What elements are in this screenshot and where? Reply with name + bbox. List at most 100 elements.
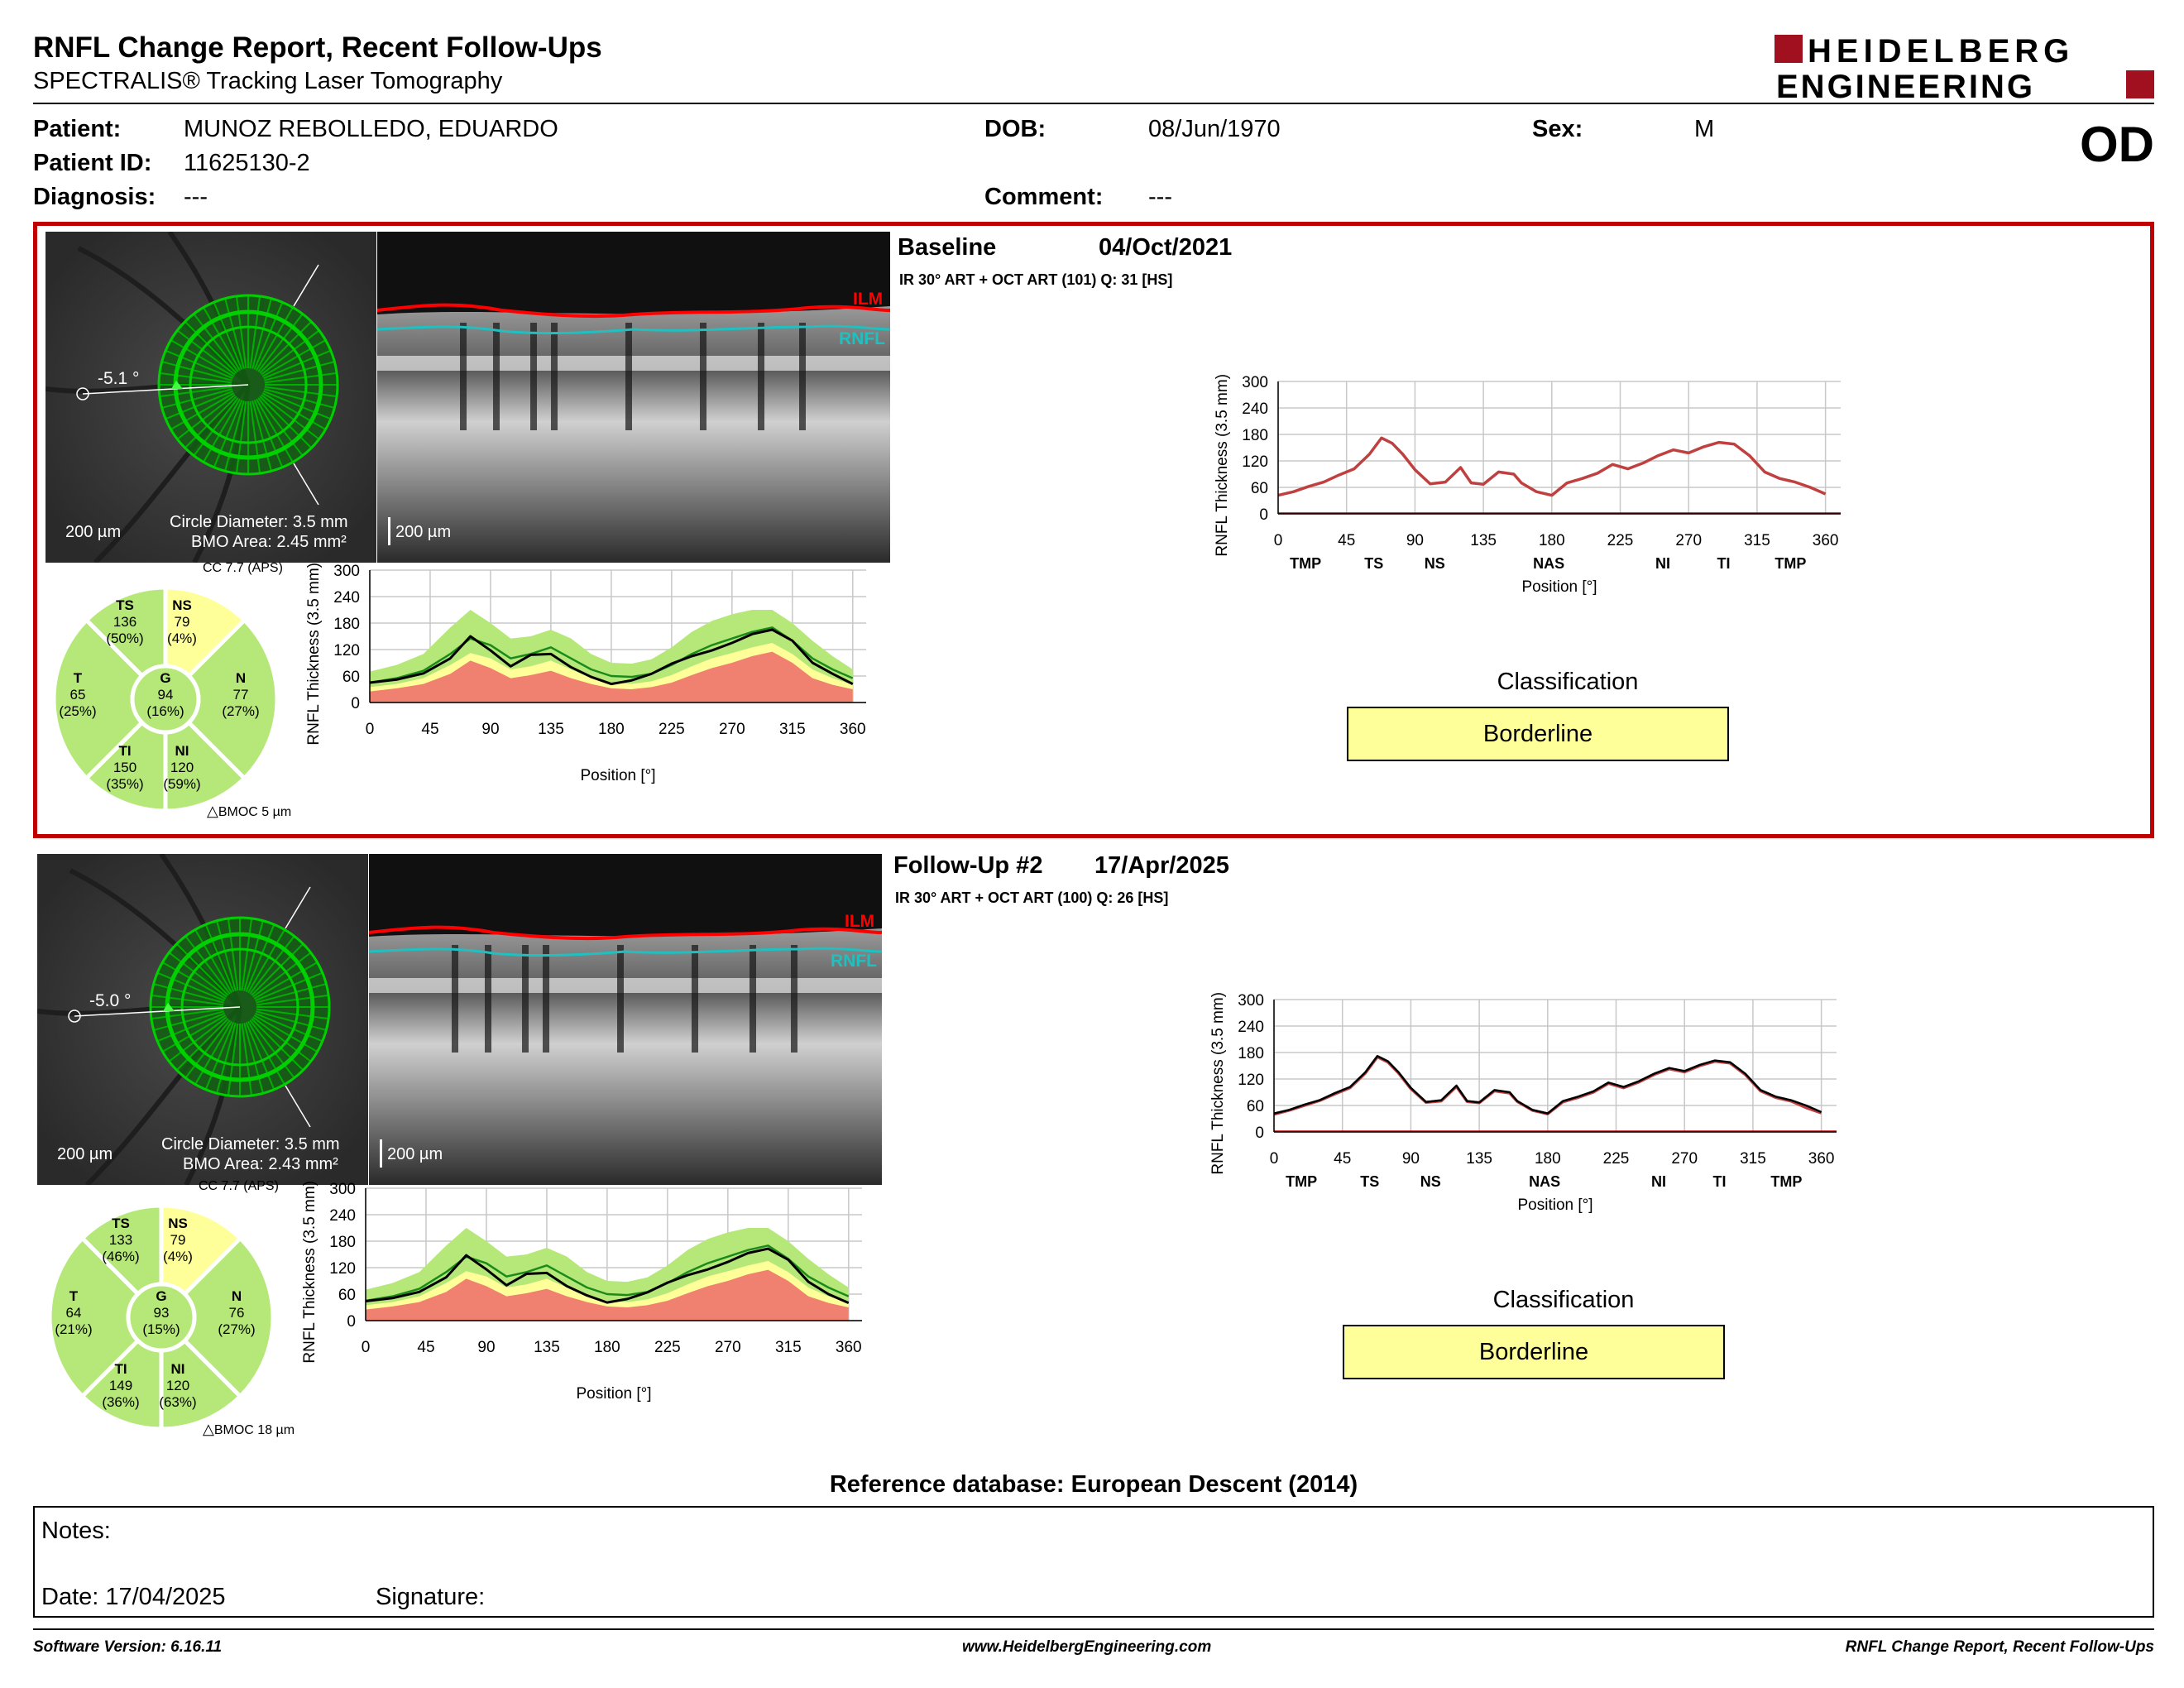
region-label: TMP bbox=[1286, 1173, 1317, 1190]
vessel-shadow bbox=[522, 945, 529, 1053]
outside-normal-band bbox=[366, 1269, 849, 1321]
vessel-shadow bbox=[452, 945, 458, 1053]
ilm-boundary bbox=[369, 925, 882, 941]
x-tick-label: 90 bbox=[1402, 1150, 1420, 1168]
x-axis-label: Position [°] bbox=[576, 1385, 651, 1403]
y-tick-label: 180 bbox=[333, 616, 360, 633]
fovea-bmo-axis bbox=[82, 384, 249, 395]
vessel-shadow bbox=[799, 323, 806, 430]
y-tick-label: 300 bbox=[1238, 993, 1264, 1009]
scan-info: IR 30° ART + OCT ART (100) Q: 26 [HS] bbox=[895, 890, 1169, 906]
x-tick-label: 315 bbox=[1744, 532, 1770, 549]
company-logo: HEIDELBERG ENGINEERING bbox=[1774, 31, 2155, 105]
x-tick-label: 225 bbox=[654, 1339, 681, 1356]
region-label: TS bbox=[1364, 555, 1383, 572]
rnfl-profile-line bbox=[365, 1247, 850, 1305]
bmoc-value: △BMOC 18 µm bbox=[203, 1421, 295, 1438]
y-tick-label: 120 bbox=[1242, 453, 1268, 471]
sector-name: G bbox=[156, 1288, 166, 1304]
website-link: www.HeidelbergEngineering.com bbox=[962, 1638, 1212, 1656]
scan-start-arrow-icon bbox=[171, 381, 183, 389]
x-tick-label: 180 bbox=[594, 1339, 620, 1356]
scan-circle bbox=[189, 325, 308, 444]
y-axis-label: RNFL Thickness (3.5 mm) [µm] bbox=[1209, 993, 1227, 1175]
fovea-angle: -5.1 ° bbox=[98, 369, 140, 388]
region-label: TMP bbox=[1770, 1173, 1802, 1190]
sector-name: TS bbox=[112, 1216, 130, 1231]
fovea-marker-icon bbox=[68, 1009, 81, 1023]
sector-value: 76 bbox=[229, 1305, 245, 1321]
x-tick-label: 360 bbox=[1813, 532, 1839, 549]
rpe-layer bbox=[369, 978, 882, 993]
region-label: TI bbox=[1717, 555, 1730, 572]
circle-diameter: Circle Diameter: 3.5 mm bbox=[161, 1135, 340, 1153]
x-axis-label: Position [°] bbox=[1517, 1196, 1592, 1214]
sector-name: T bbox=[69, 1288, 79, 1304]
sector-percent: (25%) bbox=[59, 703, 96, 719]
x-tick-label: 135 bbox=[538, 721, 564, 738]
fundus-scale-label: 200 µm bbox=[65, 523, 122, 541]
vessel-shadow bbox=[617, 945, 624, 1053]
y-tick-label: 0 bbox=[347, 1313, 356, 1331]
sector-value: 150 bbox=[113, 760, 136, 775]
sector-value: 79 bbox=[170, 1232, 186, 1248]
logo-line-1: HEIDELBERG bbox=[1808, 33, 2074, 70]
x-tick-label: 90 bbox=[477, 1339, 495, 1356]
bmo-area: BMO Area: 2.45 mm² bbox=[191, 533, 347, 551]
scan-circle bbox=[149, 916, 331, 1098]
region-label: NAS bbox=[1533, 555, 1564, 572]
vessel-shadow bbox=[485, 945, 491, 1053]
rnfl-profile-line bbox=[1277, 436, 1827, 497]
y-tick-label: 60 bbox=[1247, 1098, 1264, 1115]
sector-percent: (16%) bbox=[146, 703, 184, 719]
exam-date: 04/Oct/2021 bbox=[1099, 234, 1233, 261]
ilm-label: ILM bbox=[853, 290, 884, 309]
sector-value: 79 bbox=[175, 614, 190, 630]
logo-line-2: ENGINEERING bbox=[1776, 69, 2035, 103]
comment-label: Comment: bbox=[984, 184, 1104, 210]
classification-title: Classification bbox=[1497, 669, 1639, 695]
x-tick-label: 0 bbox=[1274, 532, 1283, 549]
y-tick-label: 240 bbox=[329, 1207, 356, 1225]
region-label: TS bbox=[1360, 1173, 1379, 1190]
scan-start-arrow-icon bbox=[163, 1003, 175, 1011]
rnfl-label: RNFL bbox=[839, 329, 885, 348]
sector-percent: (21%) bbox=[55, 1321, 92, 1337]
bmoc-text: BMOC 18 µm bbox=[213, 1423, 295, 1437]
sector-name: NI bbox=[171, 1361, 185, 1377]
x-tick-label: 180 bbox=[1535, 1150, 1561, 1168]
report-name-footer: RNFL Change Report, Recent Follow-Ups bbox=[1845, 1638, 2154, 1656]
region-label: NS bbox=[1420, 1173, 1441, 1190]
sector-name: T bbox=[74, 670, 83, 686]
software-version: Software Version: 6.16.11 bbox=[33, 1638, 223, 1656]
sector-name: TS bbox=[116, 597, 134, 613]
x-axis-label: Position [°] bbox=[1521, 578, 1597, 596]
x-tick-label: 45 bbox=[1334, 1150, 1351, 1168]
vessel-shadow bbox=[551, 323, 558, 430]
x-tick-label: 0 bbox=[362, 1339, 371, 1356]
region-label: TMP bbox=[1774, 555, 1806, 572]
retina-layers bbox=[377, 306, 890, 563]
y-tick-label: 60 bbox=[338, 1287, 356, 1304]
vessel-shadow bbox=[493, 323, 500, 430]
circle-diameter: Circle Diameter: 3.5 mm bbox=[170, 513, 348, 531]
sector-name: TI bbox=[118, 743, 131, 759]
x-tick-label: 225 bbox=[659, 721, 685, 738]
scan-info: IR 30° ART + OCT ART (101) Q: 31 [HS] bbox=[899, 271, 1173, 288]
exam-title: Baseline bbox=[898, 234, 997, 261]
baseline-section: -5.1 ° 200 µm Circle Diameter: 3.5 mm BMO A… bbox=[33, 222, 2154, 838]
sector-g bbox=[126, 1282, 197, 1353]
sector-value: 149 bbox=[109, 1378, 132, 1393]
fovea-bmo-axis bbox=[74, 1006, 241, 1017]
region-label: NI bbox=[1651, 1173, 1666, 1190]
y-tick-label: 0 bbox=[1259, 506, 1268, 524]
diagnosis-label: Diagnosis: bbox=[33, 184, 156, 210]
y-tick-label: 60 bbox=[1251, 480, 1268, 497]
classification-box: Borderline bbox=[1343, 1325, 1725, 1379]
x-tick-label: 0 bbox=[1270, 1150, 1279, 1168]
rpe-layer bbox=[377, 356, 890, 371]
report-title: RNFL Change Report, Recent Follow-Ups bbox=[33, 31, 602, 64]
change-rnfl-chart: 0 60 120 180 240 300 0 45 90 135 180 225 270 315 360 TM… bbox=[1209, 993, 1837, 1214]
x-tick-label: 360 bbox=[836, 1339, 862, 1356]
